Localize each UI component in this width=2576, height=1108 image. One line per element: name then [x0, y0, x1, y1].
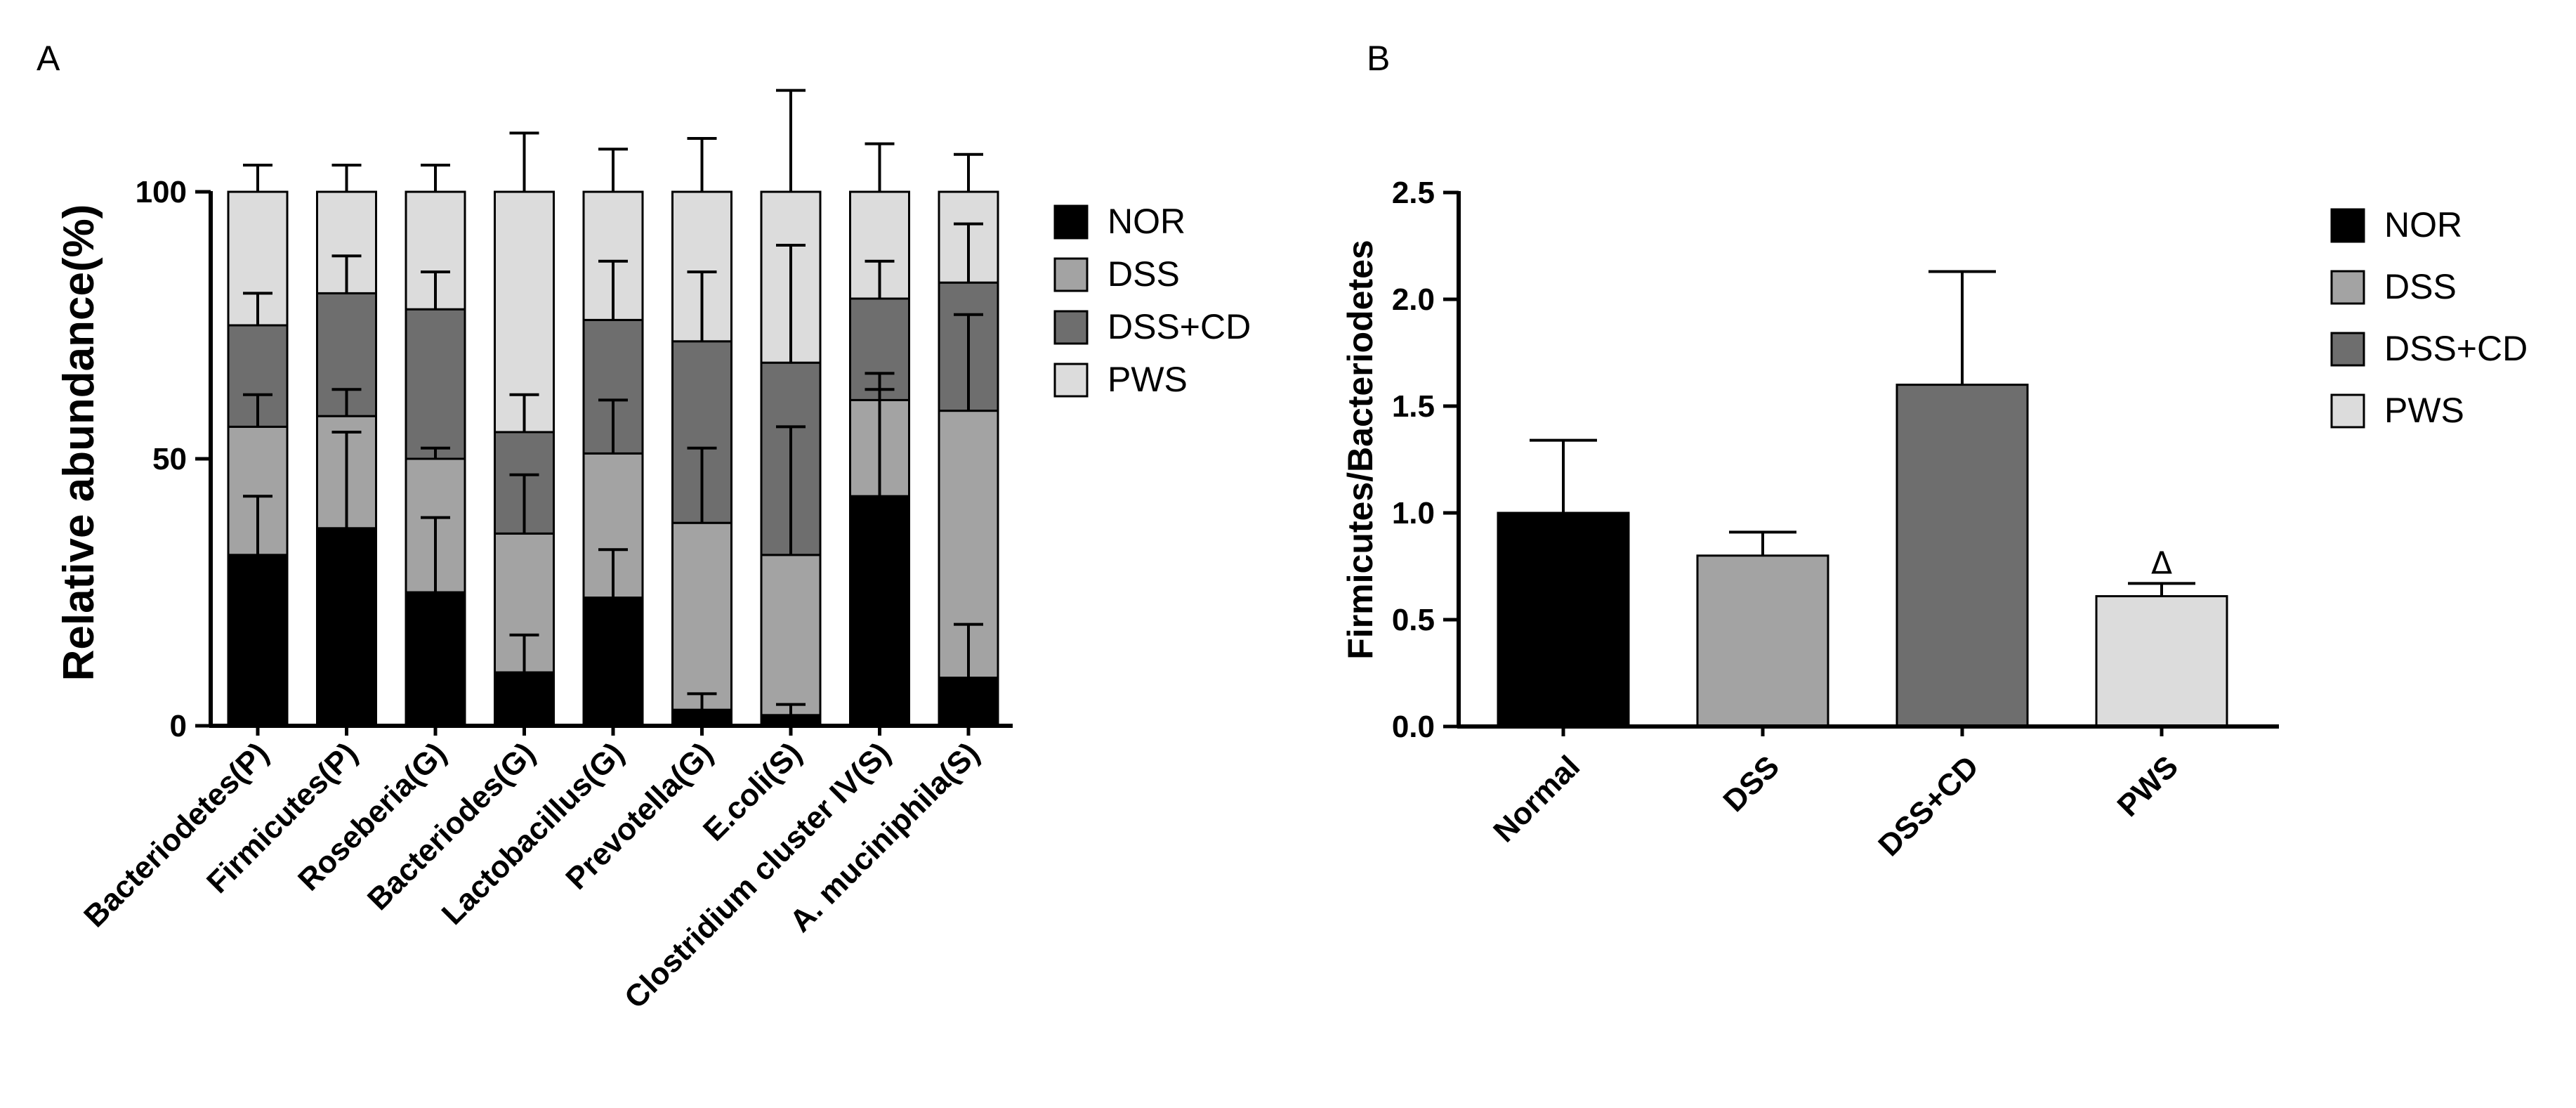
legend-a: NOR DSS DSS+CD PWS	[1053, 202, 1251, 399]
bar-b-normal	[1497, 511, 1630, 728]
legend-label-legendB-dss: DSS	[2384, 267, 2457, 306]
legend-swatch-legendB-dss-cd	[2330, 332, 2365, 367]
legend-swatch-legendA-nor	[1053, 204, 1089, 240]
legend-label-legendA-dss: DSS	[1108, 254, 1180, 294]
bar-a-prevotella-g-dss	[671, 521, 732, 711]
y-tick-label-a-50: 50	[152, 442, 187, 476]
x-label-a-bacteriodes-g: Bacteriodes(G)	[361, 736, 542, 917]
legend-b: NOR DSS DSS+CD PWS	[2330, 205, 2528, 430]
legend-label-legendA-nor: NOR	[1108, 202, 1185, 241]
legend-swatch-legendA-dss	[1053, 257, 1089, 292]
y-axis-title-a: Relative abundance(%)	[55, 204, 103, 682]
bar-b-dss-cd	[1895, 384, 2029, 728]
legend-swatch-legendA-dss-cd	[1053, 310, 1089, 345]
legend-label-legendB-dss-cd: DSS+CD	[2384, 329, 2528, 368]
y-tick-label-b-2-0: 2.0	[1392, 282, 1435, 317]
bar-b-dss	[1696, 554, 1829, 728]
legend-label-legendA-pws: PWS	[1108, 360, 1188, 399]
y-tick-label-b-0-0: 0.0	[1392, 710, 1435, 744]
legend-swatch-legendB-nor	[2330, 208, 2365, 243]
bar-a-lactobacillus-g-nor	[582, 597, 644, 727]
bar-a-clostridium-cluster-iv-s-nor	[849, 495, 910, 727]
x-label-b-dss-cd: DSS+CD	[1872, 749, 1985, 863]
y-tick-label-a-100: 100	[136, 175, 187, 209]
y-axis-title-b: Firmicutes/Bacteriodetes	[1341, 240, 1380, 659]
x-label-b-normal: Normal	[1487, 749, 1586, 849]
bar-a-roseberia-g-nor	[405, 591, 466, 727]
x-label-b-pws: PWS	[2111, 749, 2186, 823]
bar-a-prevotella-g-nor	[671, 708, 732, 727]
y-tick-label-b-1-5: 1.5	[1392, 389, 1435, 424]
bar-a-e-coli-s-dss	[760, 554, 822, 717]
bar-a-a-muciniphila-s-nor	[938, 677, 999, 727]
bar-b-pws	[2095, 595, 2228, 728]
x-label-b-dss: DSS	[1716, 749, 1786, 819]
bar-a-bacteriodetes-p-nor	[227, 554, 289, 727]
y-tick-label-a-0: 0	[170, 709, 187, 743]
x-label-a-firmicutes-p: Firmicutes(P)	[200, 736, 364, 899]
bar-a-bacteriodes-g-nor	[494, 671, 555, 727]
legend-label-legendB-pws: PWS	[2384, 391, 2464, 430]
legend-label-legendB-nor: NOR	[2384, 205, 2462, 245]
legend-label-legendA-dss-cd: DSS+CD	[1108, 307, 1251, 346]
legend-swatch-legendA-pws	[1053, 363, 1089, 398]
bar-a-roseberia-g-dss-cd	[405, 308, 466, 460]
y-tick-label-b-2-5: 2.5	[1392, 176, 1435, 210]
y-tick-label-b-1-0: 1.0	[1392, 496, 1435, 530]
chart-a: 050100Bacteriodetes(P)Firmicutes(P)Roseb…	[55, 89, 1013, 1015]
bar-a-firmicutes-p-nor	[316, 527, 377, 727]
panel-label-a: A	[37, 39, 60, 78]
annotation-b-pws: Δ	[2151, 545, 2172, 581]
legend-swatch-legendB-pws	[2330, 393, 2365, 429]
panel-label-b: B	[1367, 39, 1390, 78]
chart-b: 0.0 0.5 1.0 1.5 2.0 2.5 Normal DSS DSS+CD PWS Δ Fir…	[1341, 176, 2279, 863]
y-tick-label-b-0-5: 0.5	[1392, 603, 1435, 637]
legend-swatch-legendB-dss	[2330, 270, 2365, 305]
